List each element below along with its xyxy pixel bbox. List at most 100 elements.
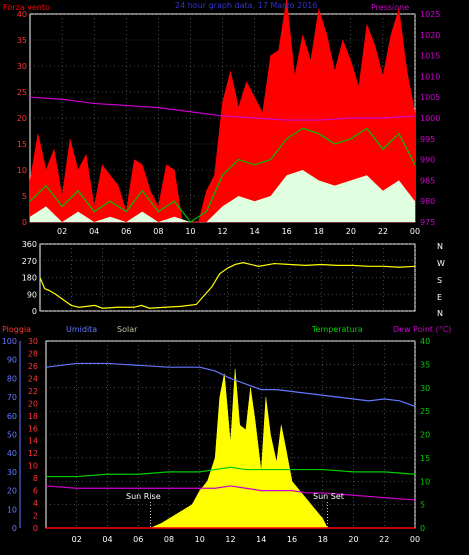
temperature-line — [46, 466, 416, 478]
pressure-line — [29, 96, 416, 121]
lower-x-tick-label: 18 — [318, 535, 328, 544]
wind-tick-label: 20 — [17, 114, 27, 123]
temperature-label: Temperatura — [311, 325, 363, 334]
pressure-tick-label: 1010 — [420, 72, 440, 81]
wind-x-tick-label: 00 — [410, 227, 420, 236]
humidity-tick-label: 30 — [7, 468, 17, 477]
wind-gust-area — [29, 0, 416, 223]
compass-n-top: N — [437, 242, 443, 251]
wind-x-tick-label: 06 — [121, 227, 131, 236]
humidity-tick-label: 10 — [7, 505, 17, 514]
rain-tick-label: 18 — [28, 412, 38, 421]
wind-tick-label: 0 — [22, 218, 27, 227]
rain-tick-label: 4 — [33, 499, 38, 508]
lower-x-tick-label: 16 — [287, 535, 297, 544]
lower-x-tick-label: 08 — [164, 535, 174, 544]
temp-tick-label: 5 — [420, 501, 425, 510]
pressure-tick-label: 1005 — [420, 93, 440, 102]
wind-x-tick-label: 20 — [346, 227, 356, 236]
humidity-tick-label: 40 — [7, 449, 17, 458]
rain-tick-label: 24 — [28, 374, 38, 383]
wind-direction-chart: 0 90 180 270 360 — [22, 240, 416, 316]
compass-s: S — [437, 276, 442, 285]
rain-tick-label: 14 — [28, 437, 38, 446]
wind-x-tick-label: 08 — [153, 227, 163, 236]
wind-x-tick-label: 02 — [57, 227, 67, 236]
humidity-tick-label: 0 — [12, 524, 17, 533]
rain-tick-label: 10 — [28, 462, 38, 471]
humidity-line — [45, 362, 416, 408]
temp-tick-label: 30 — [420, 384, 430, 393]
pressure-tick-label: 995 — [420, 135, 435, 144]
temp-tick-label: 25 — [420, 407, 430, 416]
rain-tick-label: 12 — [28, 449, 38, 458]
lower-x-tick-label: 04 — [102, 535, 112, 544]
direction-tick-label: 270 — [22, 257, 37, 266]
wind-x-tick-label: 10 — [185, 227, 195, 236]
solar-area — [150, 369, 328, 529]
lower-x-tick-label: 00 — [410, 535, 420, 544]
wind-tick-label: 35 — [17, 36, 27, 45]
wind-x-tick-label: 12 — [217, 227, 227, 236]
wind-tick-label: 40 — [17, 10, 27, 19]
wind-avg-line — [29, 127, 416, 223]
rain-label: Pioggia — [2, 325, 31, 334]
humidity-tick-label: 70 — [7, 393, 17, 402]
wind-x-tick-label: 14 — [249, 227, 259, 236]
lower-x-tick-label: 10 — [195, 535, 205, 544]
lower-x-tick-label: 12 — [225, 535, 235, 544]
rain-tick-label: 22 — [28, 387, 38, 396]
lower-x-tick-label: 06 — [133, 535, 143, 544]
compass-w: W — [437, 259, 445, 268]
dewpoint-line — [45, 485, 416, 501]
humidity-tick-label: 60 — [7, 412, 17, 421]
pressure-tick-label: 985 — [420, 176, 435, 185]
temp-tick-label: 15 — [420, 454, 430, 463]
chart-title: 24 hour graph data, 17 Marzo 2016 — [175, 1, 317, 10]
rain-tick-label: 26 — [28, 362, 38, 371]
humidity-tick-label: 20 — [7, 487, 17, 496]
pressure-tick-label: 1025 — [420, 10, 440, 19]
direction-tick-label: 180 — [22, 274, 37, 283]
temp-tick-label: 40 — [420, 337, 430, 346]
rain-tick-label: 0 — [33, 524, 38, 533]
humidity-label: Umidita — [66, 325, 97, 334]
humidity-temperature-chart: 0510152025303540010203040506070809010002… — [2, 337, 430, 544]
dewpoint-label: Dew Point (°C) — [393, 325, 451, 334]
wind-x-tick-label: 04 — [89, 227, 99, 236]
pressure-label: Pressione — [371, 3, 409, 12]
humidity-tick-label: 50 — [7, 431, 17, 440]
wind-tick-label: 5 — [22, 192, 27, 201]
wind-tick-label: 25 — [17, 88, 27, 97]
compass-e: E — [437, 293, 442, 302]
wind-min-area — [30, 170, 415, 222]
wind-tick-label: 30 — [17, 62, 27, 71]
rain-tick-label: 16 — [28, 424, 38, 433]
rain-tick-label: 8 — [33, 474, 38, 483]
pressure-tick-label: 1015 — [420, 52, 440, 61]
rain-tick-label: 20 — [28, 399, 38, 408]
wind-pressure-chart: 0510152025303540975980985990995100010051… — [17, 0, 440, 236]
wind-label: Forza vento — [3, 3, 50, 12]
direction-tick-label: 360 — [22, 240, 37, 249]
wind-x-tick-label: 22 — [378, 227, 388, 236]
direction-line — [39, 261, 416, 309]
pressure-tick-label: 990 — [420, 156, 435, 165]
wind-x-tick-label: 18 — [314, 227, 324, 236]
lower-x-tick-label: 02 — [72, 535, 82, 544]
humidity-tick-label: 90 — [7, 356, 17, 365]
rain-tick-label: 2 — [33, 512, 38, 521]
direction-tick-label: 0 — [32, 307, 37, 316]
temp-tick-label: 0 — [420, 524, 425, 533]
wind-x-tick-label: 16 — [282, 227, 292, 236]
wind-tick-label: 10 — [17, 166, 27, 175]
rain-tick-label: 30 — [28, 337, 38, 346]
temp-tick-label: 20 — [420, 431, 430, 440]
pressure-tick-label: 980 — [420, 197, 435, 206]
lower-x-tick-label: 14 — [256, 535, 266, 544]
direction-tick-label: 90 — [27, 290, 37, 299]
rain-tick-label: 6 — [33, 487, 38, 496]
rain-tick-label: 28 — [28, 349, 38, 358]
solar-label: Solar — [117, 325, 138, 334]
